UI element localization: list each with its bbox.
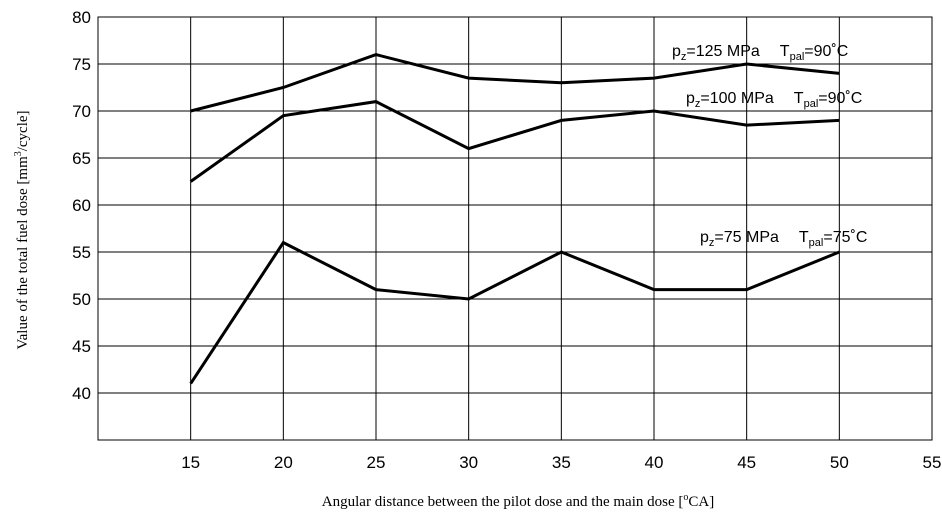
x-tick-label: 25: [367, 453, 386, 472]
x-tick-labels: 15 20 25 30 35 40 45 50 55: [181, 453, 941, 472]
series-label: pz=100 MPa Tpal=90˚C: [686, 90, 862, 110]
series-line: [189, 240, 840, 385]
x-tick-label: 50: [830, 453, 849, 472]
x-tick-label: 30: [459, 453, 478, 472]
y-tick-label: 70: [72, 102, 91, 121]
series-lines: [189, 53, 840, 385]
y-axis-title: Value of the total fuel dose [mm3/cycle]: [13, 110, 31, 349]
x-tick-label: 35: [552, 453, 571, 472]
x-axis-title: Angular distance between the pilot dose …: [322, 492, 714, 510]
x-tick-label: 40: [645, 453, 664, 472]
y-tick-label: 75: [72, 55, 91, 74]
y-tick-label: 50: [72, 290, 91, 309]
plot-frame: [97, 16, 933, 441]
x-tick-label: 15: [181, 453, 200, 472]
y-tick-labels: 40 45 50 55 60 65 70 75 80: [72, 8, 91, 403]
series-annotations: pz=125 MPa Tpal=90˚C pz=100 MPa Tpal=90˚C pz…: [672, 43, 867, 249]
x-tick-label: 55: [923, 453, 942, 472]
y-tick-label: 45: [72, 337, 91, 356]
series-line: [189, 100, 840, 183]
x-tick-label: 20: [274, 453, 293, 472]
y-tick-label: 80: [72, 8, 91, 27]
series-line: [190, 53, 840, 113]
y-tick-label: 40: [72, 384, 91, 403]
y-tick-label: 60: [72, 196, 91, 215]
x-tick-label: 45: [737, 453, 756, 472]
y-tick-label: 55: [72, 243, 91, 262]
series-label: pz=75 MPa Tpal=75˚C: [700, 229, 867, 249]
series-label: pz=125 MPa Tpal=90˚C: [672, 43, 848, 63]
y-tick-label: 65: [72, 149, 91, 168]
